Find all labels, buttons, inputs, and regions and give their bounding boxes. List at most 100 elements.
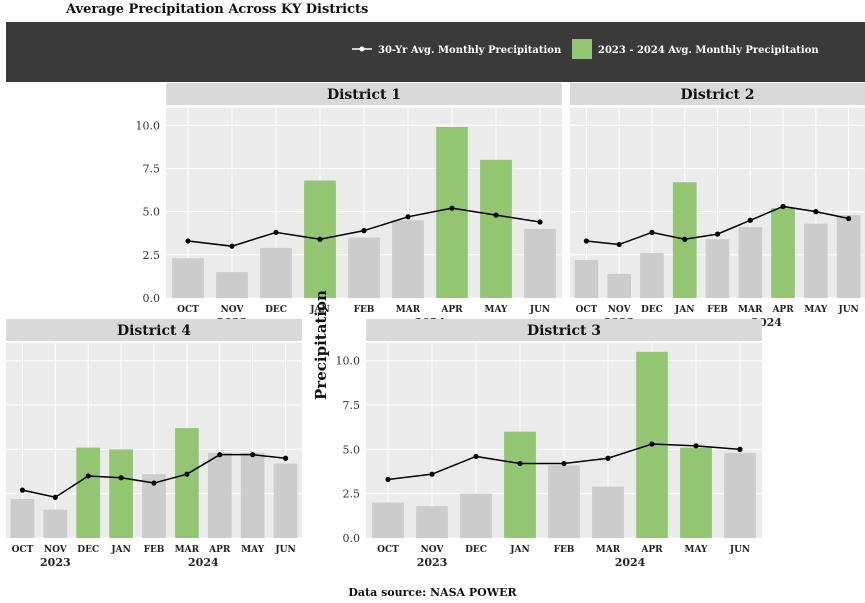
facet-strip [570, 83, 865, 105]
legend-band [6, 22, 865, 82]
chart-title: Average Precipitation Across KY District… [66, 2, 369, 17]
bar [10, 499, 35, 538]
y-tick-label: 7.5 [143, 162, 161, 175]
series-point [561, 460, 567, 467]
series-point [282, 455, 289, 461]
series-point [52, 494, 58, 500]
y-tick-label: 0.0 [143, 292, 161, 305]
y-tick-label: 10.0 [136, 119, 161, 132]
series-point [693, 443, 699, 449]
series-point [385, 476, 391, 483]
facet-strip [166, 83, 562, 105]
series-point [813, 209, 819, 215]
year-label: 2024 [188, 556, 219, 569]
series-point [737, 446, 743, 452]
x-tick-label: OCT [12, 545, 34, 555]
legend-bar-key [572, 39, 592, 59]
x-tick-label: JAN [110, 545, 130, 555]
facet-strip [366, 319, 762, 341]
x-tick-label: MAR [175, 545, 200, 555]
facet-label: District 3 [527, 323, 601, 339]
bar [705, 239, 730, 298]
series-point [151, 480, 157, 486]
series-point [616, 241, 622, 248]
x-tick-label: MAR [596, 545, 621, 555]
series-point [317, 236, 323, 242]
bar [416, 506, 448, 538]
series-point [184, 471, 190, 477]
y-tick-label: 2.5 [343, 488, 361, 501]
series-point [217, 452, 223, 458]
bar [640, 253, 664, 298]
x-tick-label: JUN [837, 305, 858, 315]
series-point [85, 473, 91, 479]
bar [43, 509, 68, 538]
bar [172, 258, 204, 298]
bar [392, 220, 424, 298]
year-label: 2024 [615, 556, 646, 569]
x-tick-label: MAR [396, 305, 421, 315]
panel-district-4: District 4 OCT NOV DEC JAN FEB MAR APR MAY JUN 202… [6, 319, 302, 569]
bar [504, 431, 536, 538]
bar [804, 223, 828, 298]
bar [76, 447, 101, 538]
legend-label-bar: 2023 - 2024 Avg. Monthly Precipitation [598, 45, 819, 56]
x-tick-label: APR [208, 545, 231, 555]
x-tick-label: NOV [421, 545, 445, 555]
series-point [682, 236, 688, 242]
bar [771, 208, 795, 298]
series-point [429, 471, 435, 477]
panel-district-1: District 1 10.0 7.5 5.0 2.5 0.0 OCT NOV DEC JAN FE… [136, 83, 562, 329]
series-point [605, 455, 611, 461]
bar [260, 247, 292, 298]
x-tick-label: JAN [509, 545, 529, 555]
bar [724, 452, 756, 538]
y-tick-label: 5.0 [343, 443, 361, 456]
bar [738, 227, 763, 298]
series-point [273, 229, 279, 235]
x-tick-label: JAN [674, 305, 694, 315]
x-tick-label: MAY [685, 545, 708, 555]
series-point [118, 475, 124, 481]
series-point [846, 215, 852, 222]
series-point [493, 212, 499, 218]
x-tick-label: OCT [377, 545, 399, 555]
x-tick-label: DEC [265, 305, 287, 315]
legend: 30-Yr Avg. Monthly Precipitation 2023 - 2… [352, 39, 819, 59]
bar [680, 447, 712, 538]
bar [109, 449, 133, 538]
bar [436, 127, 468, 298]
x-tick-label: APR [440, 305, 463, 315]
bar [142, 474, 166, 538]
x-tick-label: JAN [309, 305, 329, 315]
series-point [449, 205, 455, 211]
series-point [537, 219, 543, 225]
series-point [19, 487, 26, 493]
bar [207, 452, 232, 538]
y-axis-title: Precipitation [312, 290, 330, 400]
y-tick-label: 2.5 [143, 249, 161, 262]
x-tick-label: MAY [485, 305, 508, 315]
bar [607, 273, 631, 298]
series-point [583, 238, 589, 244]
x-tick-label: NOV [608, 305, 632, 315]
series-point [747, 217, 753, 223]
chart-caption: Data source: NASA POWER [348, 586, 517, 599]
year-label: 2023 [417, 556, 448, 569]
x-tick-label: MAY [804, 305, 827, 315]
bar [480, 159, 512, 298]
x-tick-label: NOV [44, 545, 68, 555]
x-tick-label: FEB [707, 305, 728, 315]
y-tick-label: 7.5 [343, 399, 361, 412]
bar [273, 463, 298, 538]
x-tick-label: NOV [221, 305, 245, 315]
series-point [714, 231, 721, 237]
bar [175, 428, 199, 538]
bar [524, 228, 556, 298]
bar [372, 502, 404, 538]
x-tick-label: JUN [274, 545, 295, 555]
facet-label: District 4 [117, 323, 191, 339]
series-point [229, 243, 235, 249]
